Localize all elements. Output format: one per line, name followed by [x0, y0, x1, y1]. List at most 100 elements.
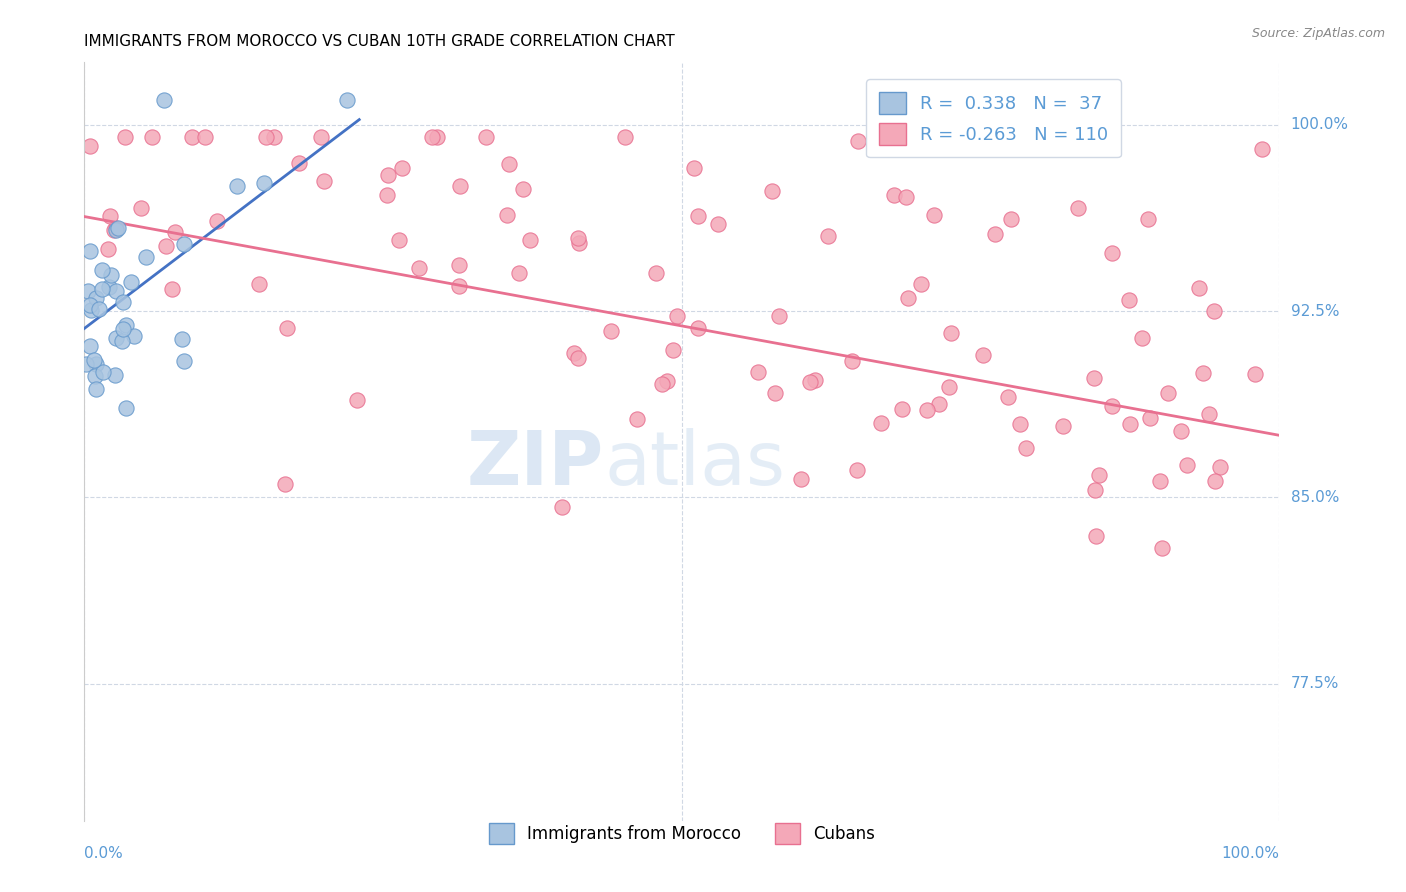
Point: [79, 139, 101, 153]
Point: [512, 182, 534, 196]
Point: [170, 332, 193, 346]
Point: [817, 229, 839, 244]
Point: [346, 392, 368, 407]
Point: [79, 298, 101, 312]
Point: [917, 403, 939, 417]
Point: [129, 202, 152, 216]
Point: [100, 268, 122, 282]
Point: [1130, 331, 1153, 345]
Point: [97, 243, 120, 257]
Point: [274, 477, 297, 491]
Point: [551, 500, 574, 515]
Point: [1204, 304, 1226, 318]
Point: [1149, 474, 1171, 488]
Point: [1209, 459, 1232, 474]
Text: 77.5%: 77.5%: [1291, 676, 1339, 691]
Point: [495, 208, 517, 222]
Point: [141, 130, 163, 145]
Point: [114, 130, 136, 145]
Point: [938, 379, 960, 393]
Point: [205, 214, 228, 228]
Point: [79, 244, 101, 259]
Point: [75, 357, 97, 371]
Point: [80, 303, 103, 318]
Point: [600, 324, 623, 338]
Point: [910, 277, 932, 291]
Point: [626, 412, 648, 426]
Point: [107, 221, 129, 235]
Text: Source: ZipAtlas.com: Source: ZipAtlas.com: [1251, 27, 1385, 40]
Point: [1175, 458, 1198, 472]
Point: [498, 157, 520, 171]
Point: [890, 401, 912, 416]
Point: [86, 383, 108, 397]
Point: [391, 161, 413, 176]
Point: [1087, 468, 1109, 483]
Point: [314, 174, 336, 188]
Point: [426, 130, 449, 145]
Point: [761, 184, 783, 198]
Point: [84, 291, 107, 305]
Point: [84, 369, 107, 384]
Point: [253, 176, 276, 190]
Point: [1085, 528, 1108, 542]
Point: [841, 354, 863, 368]
Point: [180, 130, 202, 145]
Point: [90, 283, 112, 297]
Point: [883, 187, 905, 202]
Point: [247, 277, 270, 292]
Point: [655, 374, 678, 388]
Point: [924, 209, 946, 223]
Point: [897, 291, 920, 305]
Point: [1136, 212, 1159, 227]
Point: [152, 93, 174, 107]
Point: [135, 251, 157, 265]
Point: [263, 130, 285, 145]
Point: [104, 221, 127, 235]
Point: [1204, 475, 1226, 489]
Point: [870, 417, 893, 431]
Point: [613, 130, 636, 145]
Point: [160, 282, 183, 296]
Point: [803, 373, 825, 387]
Point: [799, 375, 821, 389]
Text: 92.5%: 92.5%: [1291, 303, 1339, 318]
Point: [1119, 417, 1142, 431]
Point: [928, 397, 950, 411]
Point: [1243, 367, 1265, 381]
Point: [173, 237, 195, 252]
Point: [111, 294, 134, 309]
Point: [567, 351, 589, 365]
Point: [747, 365, 769, 379]
Point: [683, 161, 706, 175]
Point: [1118, 293, 1140, 307]
Point: [377, 168, 399, 182]
Point: [165, 225, 187, 239]
Point: [1067, 202, 1090, 216]
Point: [388, 233, 411, 247]
Point: [309, 130, 332, 145]
Point: [114, 401, 136, 415]
Point: [1156, 386, 1178, 401]
Point: [941, 326, 963, 341]
Point: [1139, 411, 1161, 425]
Point: [84, 357, 107, 371]
Point: [114, 318, 136, 332]
Point: [254, 130, 277, 145]
Text: ZIP: ZIP: [467, 428, 605, 500]
Point: [105, 284, 128, 298]
Point: [112, 322, 135, 336]
Point: [111, 334, 134, 348]
Point: [508, 266, 530, 280]
Point: [972, 348, 994, 362]
Point: [1251, 143, 1274, 157]
Point: [98, 280, 121, 294]
Point: [155, 239, 177, 253]
Point: [568, 235, 591, 250]
Point: [768, 309, 790, 323]
Point: [420, 130, 443, 145]
Point: [1192, 367, 1215, 381]
Point: [447, 279, 470, 293]
Point: [567, 231, 589, 245]
Point: [105, 223, 128, 237]
